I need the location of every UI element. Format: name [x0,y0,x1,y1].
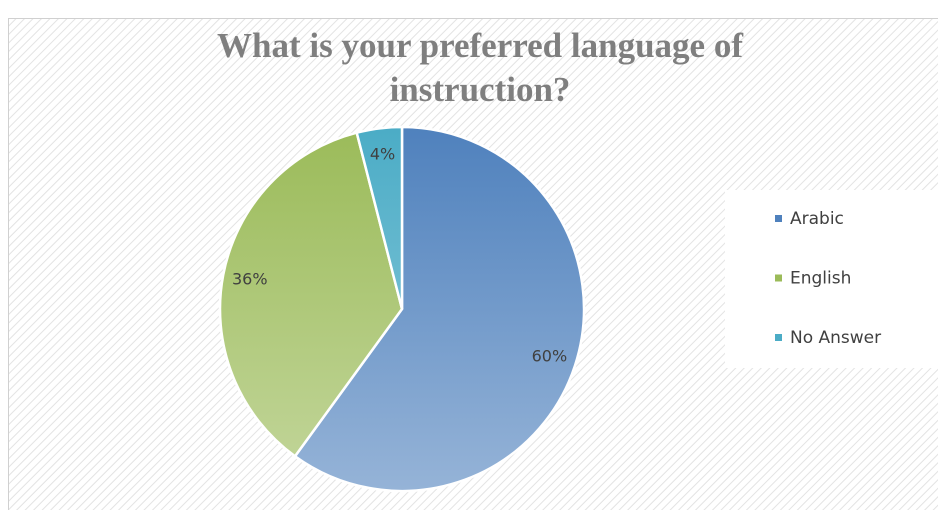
data-label: 60% [532,346,568,365]
pie-slice [218,131,404,458]
legend-label: Arabic [790,209,844,229]
legend-label: No Answer [790,328,881,348]
legend-swatch [775,215,782,222]
legend-swatch [775,274,782,282]
pie-slice [355,125,404,310]
legend-label: English [790,269,851,289]
pie-slice [293,125,586,493]
data-label: 36% [232,269,268,288]
data-label: 4% [370,145,395,164]
legend-swatch [775,334,782,341]
legend-box [725,190,938,368]
chart-title: What is your preferred language of instr… [217,26,743,109]
